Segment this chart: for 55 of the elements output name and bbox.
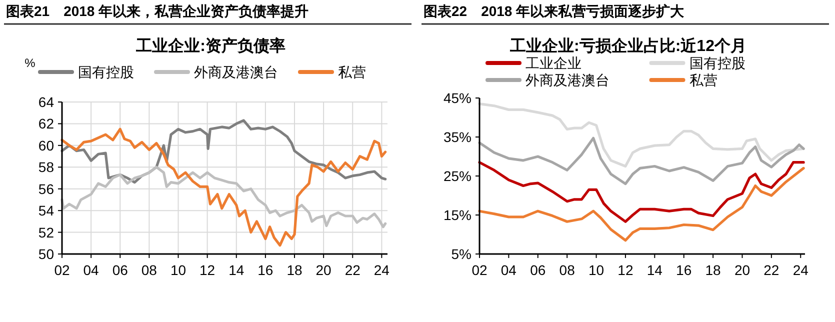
legend-label: 工业企业 bbox=[526, 55, 582, 71]
x-tick-label: 16 bbox=[676, 262, 692, 278]
x-tick-label: 16 bbox=[258, 262, 274, 278]
y-tick-label: 56 bbox=[38, 180, 54, 197]
x-tick-label: 10 bbox=[170, 262, 186, 278]
x-tick-label: 08 bbox=[141, 262, 158, 278]
x-tick-label: 14 bbox=[646, 262, 663, 278]
x-tick-label: 20 bbox=[316, 262, 332, 278]
x-tick-label: 24 bbox=[374, 262, 390, 278]
y-tick-label: 35% bbox=[443, 129, 472, 145]
x-tick-label: 20 bbox=[734, 262, 750, 278]
chart-title: 图表22 2018 年以来私营亏损面逐步扩大 bbox=[424, 3, 686, 19]
legend-label: 外商及港澳台 bbox=[526, 72, 610, 88]
x-tick-label: 22 bbox=[764, 262, 780, 278]
x-tick-label: 24 bbox=[792, 262, 809, 278]
x-tick-label: 14 bbox=[228, 262, 244, 278]
line-series bbox=[478, 166, 805, 242]
legend-label: 国有控股 bbox=[78, 64, 134, 80]
y-tick-label: 60 bbox=[38, 137, 54, 154]
chart-subtitle: 工业企业:资产负债率 bbox=[135, 36, 286, 55]
chart-subtitle: 工业企业:亏损企业占比:近12个月 bbox=[509, 37, 746, 55]
x-tick-label: 06 bbox=[530, 262, 546, 278]
line-series bbox=[478, 102, 805, 168]
y-tick-label: 62 bbox=[38, 116, 54, 132]
x-tick-label: 12 bbox=[618, 262, 634, 278]
line-series bbox=[478, 161, 805, 223]
x-tick-label: 08 bbox=[559, 262, 576, 278]
line-series bbox=[60, 128, 387, 247]
legend-label: 外商及港澳台 bbox=[194, 64, 278, 80]
chart-title: 图表21 2018 年以来，私营企业资产负债率提升 bbox=[6, 3, 309, 19]
legend-label: 私营 bbox=[689, 72, 718, 88]
x-tick-label: 04 bbox=[500, 262, 517, 278]
x-tick-label: 02 bbox=[54, 262, 70, 278]
y-tick-label: 52 bbox=[38, 224, 54, 240]
legend-label: 国有控股 bbox=[689, 55, 746, 71]
x-tick-label: 18 bbox=[705, 262, 722, 278]
y-tick-label: 45% bbox=[443, 90, 472, 106]
x-tick-label: 02 bbox=[472, 262, 488, 278]
line-series bbox=[60, 166, 387, 228]
line-series bbox=[478, 136, 805, 186]
y-axis-title: % bbox=[24, 56, 36, 70]
legend-label: 私营 bbox=[338, 64, 366, 80]
x-tick-label: 22 bbox=[344, 262, 361, 278]
x-tick-label: 18 bbox=[286, 262, 302, 278]
y-tick-label: 15% bbox=[443, 207, 472, 223]
y-tick-label: 58 bbox=[38, 159, 54, 176]
y-tick-label: 25% bbox=[443, 168, 472, 184]
y-tick-label: 5% bbox=[451, 246, 472, 262]
y-tick-label: 50 bbox=[38, 246, 54, 262]
x-tick-label: 04 bbox=[83, 262, 100, 278]
x-tick-label: 10 bbox=[588, 262, 604, 278]
y-tick-label: 64 bbox=[38, 94, 54, 110]
x-tick-label: 12 bbox=[200, 262, 216, 278]
y-tick-label: 54 bbox=[38, 202, 54, 219]
x-tick-label: 06 bbox=[112, 262, 128, 278]
